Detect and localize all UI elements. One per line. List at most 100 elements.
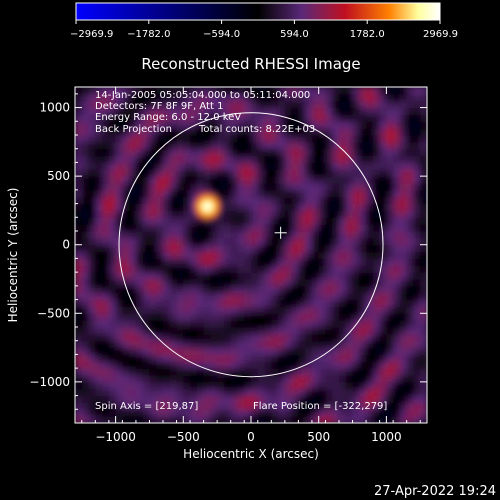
image-pixel <box>325 416 333 423</box>
image-pixel <box>420 313 427 321</box>
image-pixel <box>352 148 360 157</box>
image-pixel <box>102 285 110 294</box>
image-pixel <box>298 128 306 136</box>
image-pixel <box>291 141 299 150</box>
image-pixel <box>271 121 279 129</box>
image-pixel <box>169 189 178 198</box>
image-pixel <box>183 169 191 177</box>
image-pixel <box>352 217 360 225</box>
image-pixel <box>230 327 239 335</box>
image-pixel <box>284 375 293 383</box>
image-pixel <box>149 141 157 150</box>
image-pixel <box>345 402 354 410</box>
image-pixel <box>108 162 117 170</box>
image-pixel <box>284 306 293 314</box>
image-pixel <box>156 189 164 198</box>
image-pixel <box>203 409 211 417</box>
image-pixel <box>278 416 286 423</box>
image-pixel <box>420 265 427 273</box>
image-pixel <box>372 121 381 129</box>
image-pixel <box>325 244 333 253</box>
image-pixel <box>325 231 333 239</box>
image-pixel <box>129 196 137 205</box>
image-pixel <box>190 279 198 287</box>
image-pixel <box>311 292 320 301</box>
image-pixel <box>108 155 117 164</box>
image-pixel <box>318 306 327 314</box>
image-pixel <box>169 210 178 218</box>
image-pixel <box>332 183 340 191</box>
image-pixel <box>223 375 232 383</box>
image-pixel <box>406 114 415 122</box>
image-pixel <box>284 347 293 356</box>
image-pixel <box>413 121 421 129</box>
image-pixel <box>305 237 313 246</box>
image-pixel <box>88 327 96 335</box>
image-pixel <box>176 368 184 376</box>
image-pixel <box>399 416 408 423</box>
image-pixel <box>359 114 367 122</box>
image-pixel <box>237 340 245 349</box>
image-pixel <box>244 327 252 335</box>
image-pixel <box>291 196 299 205</box>
image-pixel <box>332 251 340 260</box>
image-pixel <box>352 340 360 349</box>
image-pixel <box>291 292 299 301</box>
image-pixel <box>305 265 313 273</box>
image-pixel <box>230 361 239 369</box>
image-pixel <box>95 155 103 164</box>
image-pixel <box>352 100 360 109</box>
image-pixel <box>142 224 151 232</box>
image-pixel <box>149 395 157 404</box>
image-pixel <box>223 107 232 116</box>
image-pixel <box>413 107 421 116</box>
image-pixel <box>420 169 427 177</box>
image-pixel <box>393 217 401 225</box>
image-pixel <box>379 135 387 143</box>
image-pixel <box>251 189 259 198</box>
image-pixel <box>176 333 184 342</box>
image-pixel <box>271 162 279 170</box>
image-pixel <box>271 141 279 150</box>
image-pixel <box>271 409 279 417</box>
image-pixel <box>115 306 123 314</box>
image-pixel <box>108 244 117 253</box>
image-pixel <box>75 87 83 95</box>
image-pixel <box>142 381 151 390</box>
image-pixel <box>257 196 266 205</box>
image-pixel <box>298 313 306 321</box>
colorbar-gradient <box>75 2 441 21</box>
image-pixel <box>264 258 272 266</box>
image-pixel <box>122 285 130 294</box>
image-pixel <box>81 231 90 239</box>
image-pixel <box>223 128 232 136</box>
image-pixel <box>115 279 123 287</box>
image-pixel <box>169 340 178 349</box>
image-pixel <box>257 93 266 102</box>
image-pixel <box>190 162 198 170</box>
image-pixel <box>149 347 157 356</box>
image-pixel <box>244 320 252 328</box>
image-pixel <box>217 148 225 157</box>
image-pixel <box>81 409 90 417</box>
image-pixel <box>345 409 354 417</box>
image-pixel <box>102 306 110 314</box>
image-pixel <box>203 100 211 109</box>
image-pixel <box>345 189 354 198</box>
image-pixel <box>210 402 218 410</box>
image-pixel <box>115 176 123 184</box>
image-pixel <box>115 203 123 212</box>
image-pixel <box>318 347 327 356</box>
image-pixel <box>311 402 320 410</box>
image-pixel <box>305 409 313 417</box>
image-pixel <box>102 217 110 225</box>
image-pixel <box>420 320 427 328</box>
image-pixel <box>271 354 279 362</box>
image-pixel <box>129 210 137 218</box>
image-pixel <box>251 176 259 184</box>
image-pixel <box>217 320 225 328</box>
image-pixel <box>251 354 259 362</box>
image-pixel <box>325 292 333 301</box>
image-pixel <box>325 196 333 205</box>
image-pixel <box>196 135 205 143</box>
